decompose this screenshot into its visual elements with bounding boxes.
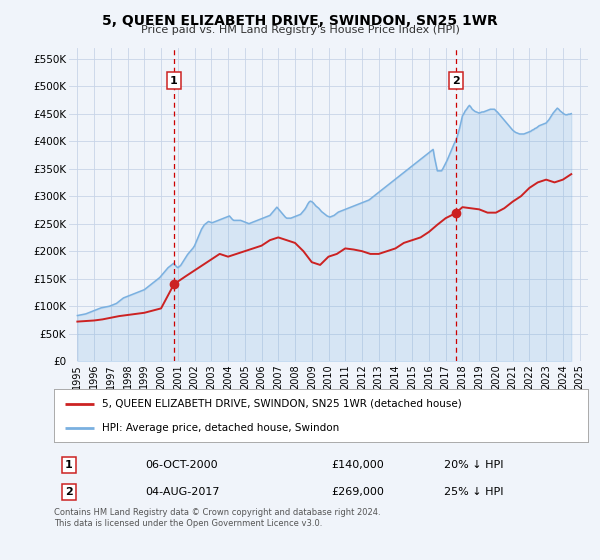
Text: 5, QUEEN ELIZABETH DRIVE, SWINDON, SN25 1WR (detached house): 5, QUEEN ELIZABETH DRIVE, SWINDON, SN25 … [102, 399, 462, 409]
Text: 5, QUEEN ELIZABETH DRIVE, SWINDON, SN25 1WR: 5, QUEEN ELIZABETH DRIVE, SWINDON, SN25 … [102, 14, 498, 28]
Text: 1: 1 [170, 76, 178, 86]
Text: HPI: Average price, detached house, Swindon: HPI: Average price, detached house, Swin… [102, 423, 340, 433]
Text: 20% ↓ HPI: 20% ↓ HPI [444, 460, 503, 470]
Text: 04-AUG-2017: 04-AUG-2017 [145, 487, 219, 497]
Text: 2: 2 [65, 487, 73, 497]
Text: £269,000: £269,000 [332, 487, 385, 497]
Text: 25% ↓ HPI: 25% ↓ HPI [444, 487, 503, 497]
Text: 06-OCT-2000: 06-OCT-2000 [145, 460, 217, 470]
Text: 2: 2 [452, 76, 460, 86]
Text: Contains HM Land Registry data © Crown copyright and database right 2024.
This d: Contains HM Land Registry data © Crown c… [54, 508, 380, 528]
Text: Price paid vs. HM Land Registry's House Price Index (HPI): Price paid vs. HM Land Registry's House … [140, 25, 460, 35]
Text: 1: 1 [65, 460, 73, 470]
Text: £140,000: £140,000 [332, 460, 385, 470]
